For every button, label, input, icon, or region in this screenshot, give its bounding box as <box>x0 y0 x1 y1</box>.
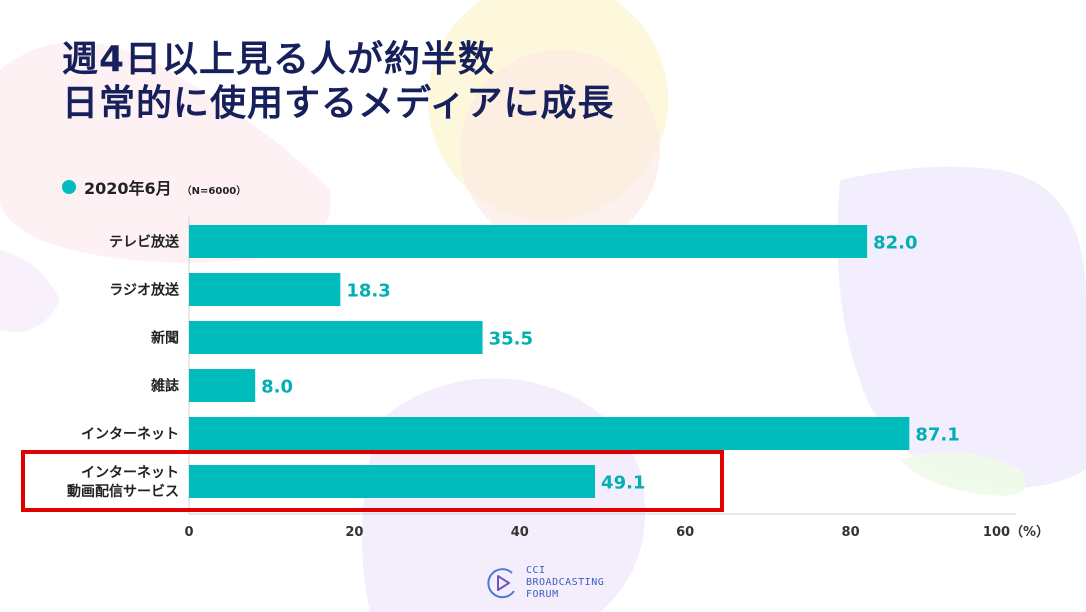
x-tick-label-3: 60 <box>676 525 694 540</box>
bar-4 <box>189 417 910 450</box>
category-label-5-line-1: 動画配信サービス <box>67 483 179 500</box>
bar-0 <box>189 225 868 258</box>
value-label-0: 82.0 <box>873 233 917 254</box>
value-label-4: 87.1 <box>915 425 959 446</box>
logo-line-2: BROADCASTING <box>526 577 605 588</box>
x-tick-label-5: 100（%） <box>983 524 1049 540</box>
category-label-2: 新聞 <box>151 330 179 347</box>
value-label-3: 8.0 <box>261 377 293 398</box>
chart-legend: 2020年6月 （N=6000） <box>62 175 246 199</box>
value-label-2: 35.5 <box>489 329 533 350</box>
x-tick-label-2: 40 <box>511 525 529 540</box>
legend-dot-icon <box>62 180 76 194</box>
page-title: 週4日以上見る人が約半数 日常的に使用するメディアに成長 <box>62 38 614 126</box>
value-label-1: 18.3 <box>346 281 390 302</box>
highlight-box <box>21 450 724 512</box>
x-tick-label-4: 80 <box>842 525 860 540</box>
title-line-1: 週4日以上見る人が約半数 <box>62 39 496 80</box>
title-line-2: 日常的に使用するメディアに成長 <box>62 83 615 124</box>
bar-1 <box>189 273 341 306</box>
category-label-5-line-0: インターネット <box>81 465 179 481</box>
category-label-0: テレビ放送 <box>109 234 180 251</box>
category-label-4: インターネット <box>81 427 179 443</box>
logo-line-1: CCI <box>526 565 546 576</box>
play-circle-icon <box>487 568 515 599</box>
value-label-5: 49.1 <box>601 473 645 494</box>
bar-2 <box>189 321 483 354</box>
legend-note: （N=6000） <box>181 185 247 197</box>
brand-logo: CCI BROADCASTING FORUM <box>484 565 604 601</box>
x-tick-label-1: 20 <box>345 525 363 540</box>
logo-line-3: FORUM <box>526 589 559 600</box>
bar-5 <box>189 465 596 498</box>
bar-3 <box>189 369 256 402</box>
category-label-3: 雑誌 <box>150 378 179 395</box>
category-label-1: ラジオ放送 <box>109 282 180 299</box>
legend-label: 2020年6月 <box>84 179 172 198</box>
x-tick-label-0: 0 <box>184 525 193 540</box>
